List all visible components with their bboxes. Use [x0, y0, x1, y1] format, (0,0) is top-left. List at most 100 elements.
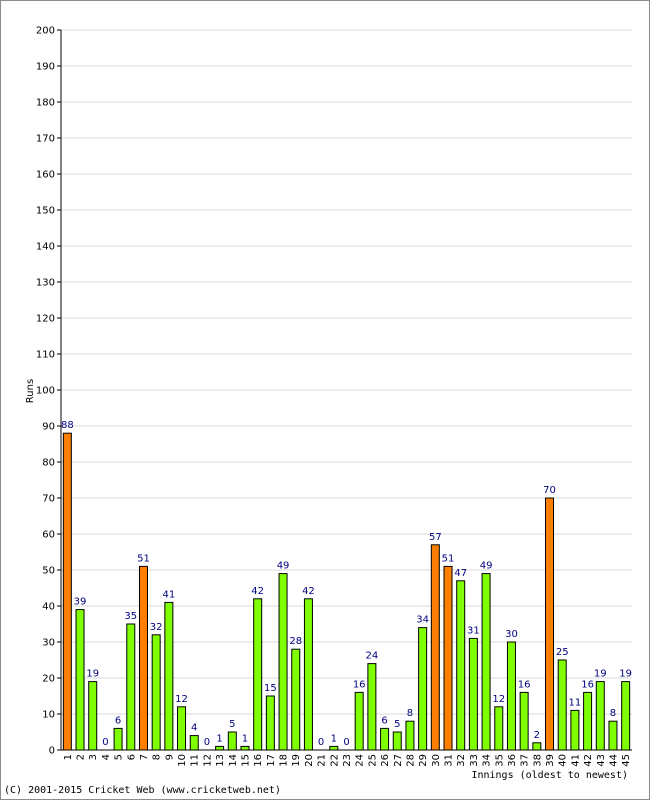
data-label: 42 [302, 586, 315, 597]
bars-group [62, 432, 631, 751]
data-label: 88 [61, 420, 74, 431]
bar [329, 745, 339, 751]
x-tick-label: 41 [570, 754, 581, 767]
x-tick-label: 30 [431, 754, 442, 767]
x-tick-label: 6 [126, 754, 137, 760]
data-label: 51 [442, 553, 455, 564]
y-tick-label: 20 [42, 674, 55, 685]
x-tick-label: 10 [177, 754, 188, 767]
data-label: 34 [416, 615, 429, 626]
x-tick-label: 45 [621, 754, 632, 767]
x-tick-label: 20 [304, 754, 315, 767]
bar [354, 691, 364, 751]
data-label: 19 [619, 669, 632, 680]
data-label: 41 [162, 589, 175, 600]
data-label: 70 [543, 485, 556, 496]
x-tick-labels: 1 2 3 4 5 6 7 8 9 10 11 12 13 14 15 16 17 18 19 20 21 22 23 24 2… [63, 754, 632, 767]
data-label: 1 [242, 733, 248, 744]
bar [227, 731, 237, 751]
x-tick-label: 33 [469, 754, 480, 767]
y-tick-labels: 0 10 20 30 40 50 60 70 80 90 100 110 120 130 140 150 160… [36, 26, 55, 757]
bar [75, 609, 85, 751]
x-tick-label: 22 [329, 754, 340, 767]
data-label: 49 [480, 561, 493, 572]
x-tick-label: 15 [240, 754, 251, 767]
bar [621, 681, 631, 751]
x-tick-label: 17 [266, 754, 277, 767]
data-label: 16 [518, 679, 531, 690]
y-tick-label: 140 [36, 242, 55, 253]
bar [177, 706, 187, 751]
data-label: 0 [102, 737, 108, 748]
y-tick-label: 150 [36, 206, 55, 217]
copyright-text: (C) 2001-2015 Cricket Web (www.cricketwe… [4, 785, 281, 796]
data-label: 51 [137, 553, 150, 564]
x-tick-label: 40 [558, 754, 569, 767]
y-tick-label: 70 [42, 494, 55, 505]
data-label: 0 [318, 737, 324, 748]
data-label: 8 [610, 708, 616, 719]
x-tick-label: 36 [507, 754, 518, 767]
data-label: 0 [204, 737, 210, 748]
bar [88, 681, 98, 751]
y-tick-label: 100 [36, 386, 55, 397]
x-tick-label: 32 [456, 754, 467, 767]
y-tick-label: 160 [36, 170, 55, 181]
x-tick-label: 26 [380, 754, 391, 767]
x-tick-label: 2 [76, 754, 87, 760]
y-tick-label: 30 [42, 638, 55, 649]
y-tick-label: 60 [42, 530, 55, 541]
bar [138, 565, 148, 751]
data-label: 6 [381, 715, 387, 726]
bar [608, 720, 618, 751]
x-tick-label: 35 [494, 754, 505, 767]
axes-group [57, 29, 632, 751]
y-tick-label: 40 [42, 602, 55, 613]
bar [494, 706, 504, 751]
data-label: 47 [454, 568, 467, 579]
bar [595, 681, 605, 751]
x-tick-label: 19 [291, 754, 302, 767]
bar [519, 691, 529, 751]
data-label: 1 [331, 733, 337, 744]
x-tick-label: 29 [418, 754, 429, 767]
bar [532, 742, 542, 751]
bar [583, 691, 593, 751]
bar [545, 497, 555, 751]
y-axis-title: Runs [25, 379, 36, 403]
x-tick-label: 27 [393, 754, 404, 767]
data-label: 35 [124, 611, 137, 622]
y-tick-label: 180 [36, 98, 55, 109]
bar [189, 735, 199, 751]
bar [443, 565, 453, 751]
data-label: 5 [394, 719, 400, 730]
x-tick-label: 3 [88, 754, 99, 760]
bar [392, 731, 402, 751]
bar [380, 727, 390, 751]
data-label: 12 [492, 694, 505, 705]
bar [151, 634, 161, 751]
data-label: 4 [191, 723, 197, 734]
x-tick-label: 16 [253, 754, 264, 767]
data-label: 1 [216, 733, 222, 744]
y-tick-label: 120 [36, 314, 55, 325]
x-tick-label: 37 [520, 754, 531, 767]
x-tick-label: 8 [152, 754, 163, 760]
bar [240, 745, 250, 751]
y-tick-label: 10 [42, 710, 55, 721]
data-label: 31 [467, 625, 480, 636]
bar [215, 745, 225, 751]
grid-lines [61, 29, 632, 715]
bar [278, 573, 288, 751]
data-label: 8 [407, 708, 413, 719]
x-tick-label: 28 [405, 754, 416, 767]
data-label: 5 [229, 719, 235, 730]
data-label: 0 [343, 737, 349, 748]
bar [126, 623, 136, 751]
x-tick-label: 21 [317, 754, 328, 767]
bar [367, 663, 377, 751]
x-tick-label: 25 [367, 754, 378, 767]
data-label: 16 [581, 679, 594, 690]
bar [291, 648, 301, 751]
